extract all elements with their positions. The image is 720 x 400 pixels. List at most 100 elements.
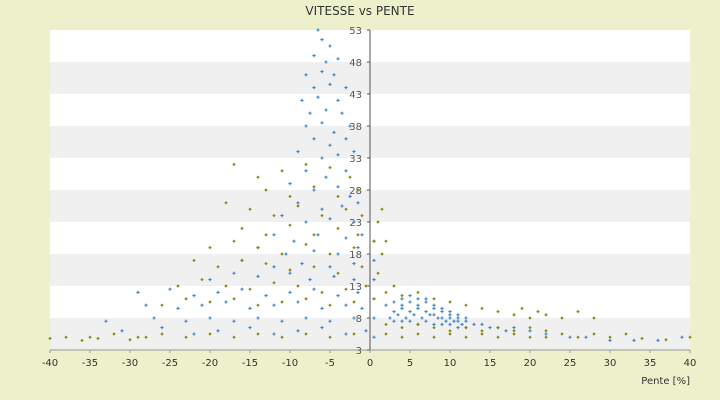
data-point-blue: [184, 319, 188, 323]
data-point-olive: [560, 332, 564, 336]
data-point-olive: [248, 287, 252, 291]
data-point-blue: [432, 306, 436, 310]
data-point-blue: [372, 258, 376, 262]
data-point-blue: [256, 316, 260, 320]
data-point-olive: [464, 325, 468, 330]
data-point-blue: [208, 316, 212, 320]
data-point-blue: [320, 306, 324, 310]
data-point-olive: [328, 165, 332, 170]
data-point-olive: [432, 335, 436, 339]
data-point-blue: [272, 233, 276, 237]
data-point-blue: [336, 98, 340, 102]
data-point-blue: [372, 335, 376, 339]
data-point-blue: [396, 313, 400, 317]
data-point-olive: [232, 162, 236, 167]
data-point-olive: [184, 335, 188, 339]
data-point-olive: [64, 335, 68, 339]
data-point-blue: [168, 287, 172, 291]
data-point-blue: [192, 294, 196, 298]
data-point-olive: [664, 338, 668, 342]
data-point-blue: [232, 271, 236, 275]
data-point-blue: [304, 316, 308, 320]
data-point-blue: [340, 204, 344, 208]
data-point-blue: [312, 249, 316, 253]
data-point-olive: [356, 188, 360, 192]
data-point-olive: [176, 284, 180, 288]
x-tick-label: 5: [407, 358, 413, 369]
x-tick-label: -35: [82, 358, 98, 369]
x-axis-label: Pente [%]: [641, 376, 690, 387]
data-point-olive: [112, 332, 116, 336]
data-point-olive: [240, 226, 244, 231]
data-point-blue: [416, 306, 420, 310]
data-point-blue: [232, 319, 236, 323]
data-point-blue: [440, 322, 444, 326]
y-tick-label: 13: [349, 282, 362, 293]
data-point-olive: [232, 335, 236, 339]
data-point-olive: [264, 188, 268, 192]
data-point-blue: [352, 278, 356, 282]
data-point-blue: [332, 130, 336, 134]
data-point-olive: [352, 300, 356, 304]
data-point-blue: [308, 278, 312, 282]
data-point-blue: [348, 124, 352, 128]
data-point-blue: [456, 316, 460, 320]
data-point-blue: [312, 137, 316, 141]
data-point-olive: [208, 245, 212, 250]
data-point-blue: [448, 313, 452, 317]
data-point-olive: [280, 169, 284, 173]
data-point-blue: [224, 300, 228, 304]
data-point-olive: [392, 284, 396, 288]
data-point-olive: [328, 252, 332, 256]
data-point-blue: [304, 124, 308, 128]
data-point-blue: [248, 306, 252, 310]
data-point-olive: [384, 332, 388, 336]
data-point-olive: [200, 277, 204, 282]
y-tick-label: 18: [349, 250, 362, 261]
data-point-blue: [424, 300, 428, 304]
data-point-blue: [344, 332, 348, 336]
data-point-blue: [336, 252, 340, 256]
plot-area: [50, 30, 690, 351]
data-point-blue: [344, 169, 348, 173]
data-point-olive: [512, 332, 516, 336]
data-point-blue: [568, 335, 572, 339]
data-point-blue: [136, 290, 140, 294]
data-point-blue: [300, 262, 304, 266]
data-point-olive: [224, 201, 228, 205]
data-point-olive: [688, 335, 692, 339]
data-point-olive: [296, 204, 300, 208]
data-point-blue: [408, 294, 412, 298]
data-point-olive: [208, 300, 212, 304]
data-point-olive: [360, 265, 364, 269]
data-point-olive: [304, 332, 308, 336]
data-point-blue: [248, 326, 252, 330]
x-tick-label: -15: [242, 358, 258, 369]
data-point-olive: [480, 306, 484, 311]
y-tick-label: 38: [349, 122, 362, 133]
data-point-olive: [376, 220, 380, 224]
data-point-olive: [544, 329, 548, 333]
x-tick-label: 30: [604, 358, 617, 369]
data-point-olive: [336, 194, 340, 199]
data-point-olive: [592, 316, 596, 320]
data-point-blue: [280, 214, 284, 218]
x-tick-label: -10: [282, 358, 298, 369]
data-point-blue: [356, 201, 360, 205]
data-point-olive: [376, 271, 380, 275]
data-point-blue: [464, 316, 468, 320]
data-point-olive: [380, 207, 384, 211]
data-point-olive: [400, 325, 404, 330]
x-tick-label: -20: [202, 358, 218, 369]
data-point-olive: [520, 306, 524, 311]
data-point-blue: [296, 201, 300, 205]
data-point-olive: [512, 329, 516, 333]
data-point-blue: [348, 194, 352, 198]
data-point-blue: [320, 156, 324, 160]
x-tick-label: -30: [122, 358, 138, 369]
data-point-olive: [348, 175, 352, 179]
data-point-blue: [460, 322, 464, 326]
data-point-blue: [364, 329, 368, 333]
data-point-blue: [416, 297, 420, 301]
